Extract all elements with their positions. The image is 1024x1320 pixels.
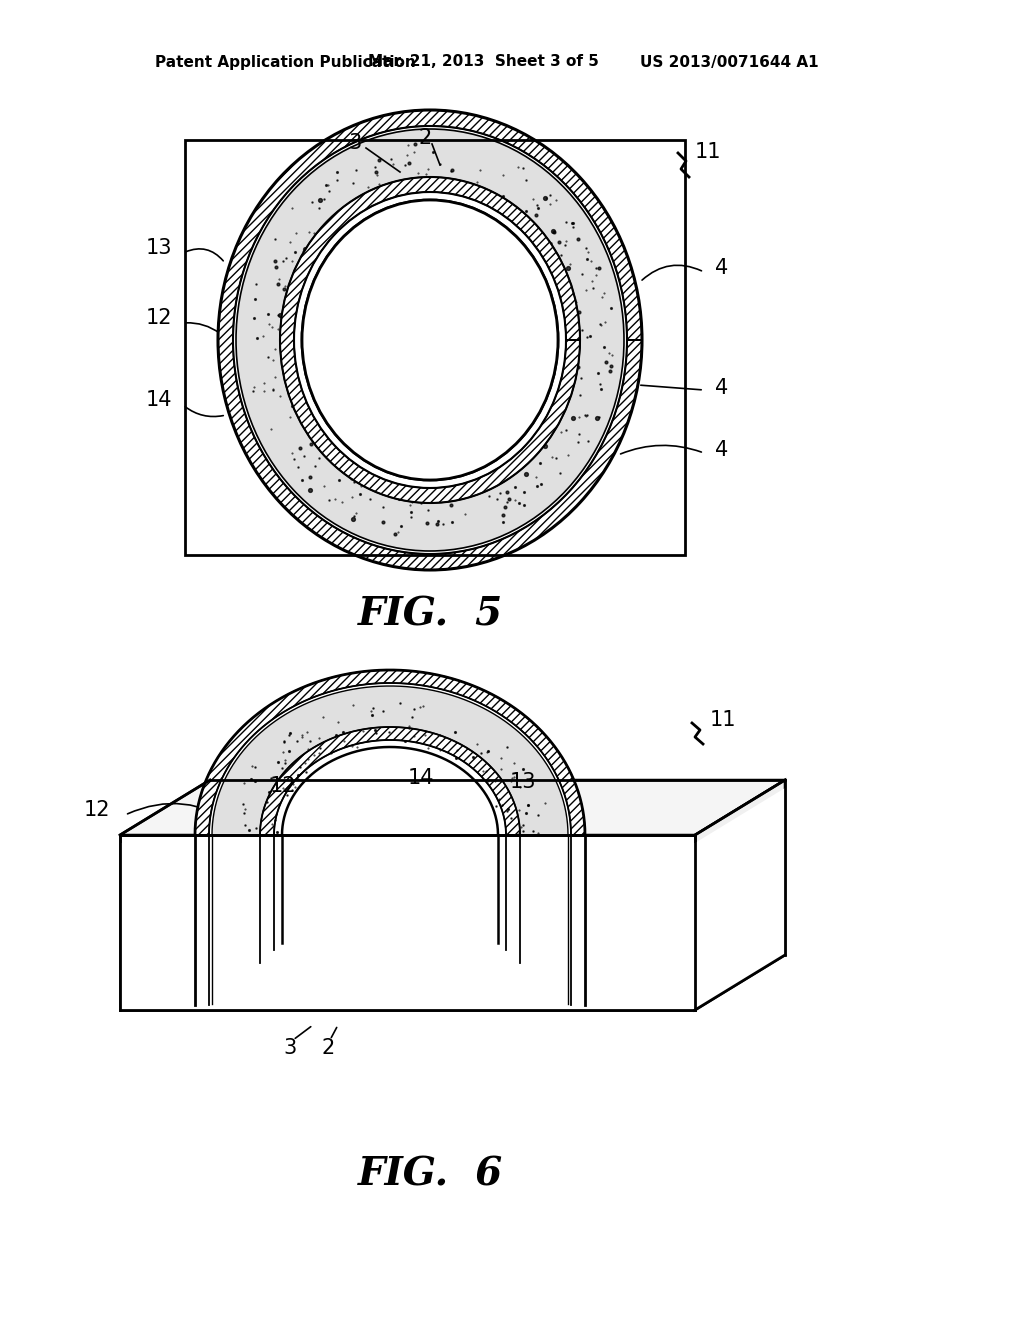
Text: 4: 4 (715, 378, 728, 399)
Text: 2: 2 (322, 1038, 335, 1059)
Polygon shape (120, 780, 785, 836)
Text: 14: 14 (145, 389, 172, 411)
Polygon shape (218, 110, 642, 570)
Text: 3: 3 (348, 133, 361, 153)
Polygon shape (195, 671, 585, 836)
Polygon shape (236, 129, 624, 550)
Text: US 2013/0071644 A1: US 2013/0071644 A1 (640, 54, 818, 70)
Text: FIG.  5: FIG. 5 (357, 597, 503, 634)
Polygon shape (282, 747, 498, 836)
Text: 4: 4 (715, 440, 728, 459)
Text: Mar. 21, 2013  Sheet 3 of 5: Mar. 21, 2013 Sheet 3 of 5 (368, 54, 599, 70)
Text: 11: 11 (710, 710, 736, 730)
Polygon shape (195, 671, 585, 836)
Polygon shape (280, 177, 580, 503)
Text: 12: 12 (145, 308, 172, 327)
Polygon shape (260, 727, 520, 836)
Text: 3: 3 (284, 1038, 297, 1059)
Text: 2: 2 (419, 128, 432, 148)
Text: 12: 12 (84, 800, 110, 820)
Text: 4: 4 (715, 257, 728, 279)
Polygon shape (212, 686, 568, 836)
Text: 12: 12 (270, 776, 297, 796)
Text: Patent Application Publication: Patent Application Publication (155, 54, 416, 70)
Ellipse shape (302, 201, 558, 480)
Text: 13: 13 (510, 772, 537, 792)
Text: 11: 11 (695, 143, 722, 162)
Polygon shape (695, 788, 785, 1010)
Text: 13: 13 (145, 238, 172, 257)
Text: 14: 14 (408, 768, 434, 788)
Polygon shape (695, 780, 785, 1010)
Polygon shape (120, 843, 695, 1010)
Polygon shape (120, 836, 695, 1010)
Ellipse shape (218, 110, 642, 570)
Text: FIG.  6: FIG. 6 (357, 1156, 503, 1195)
